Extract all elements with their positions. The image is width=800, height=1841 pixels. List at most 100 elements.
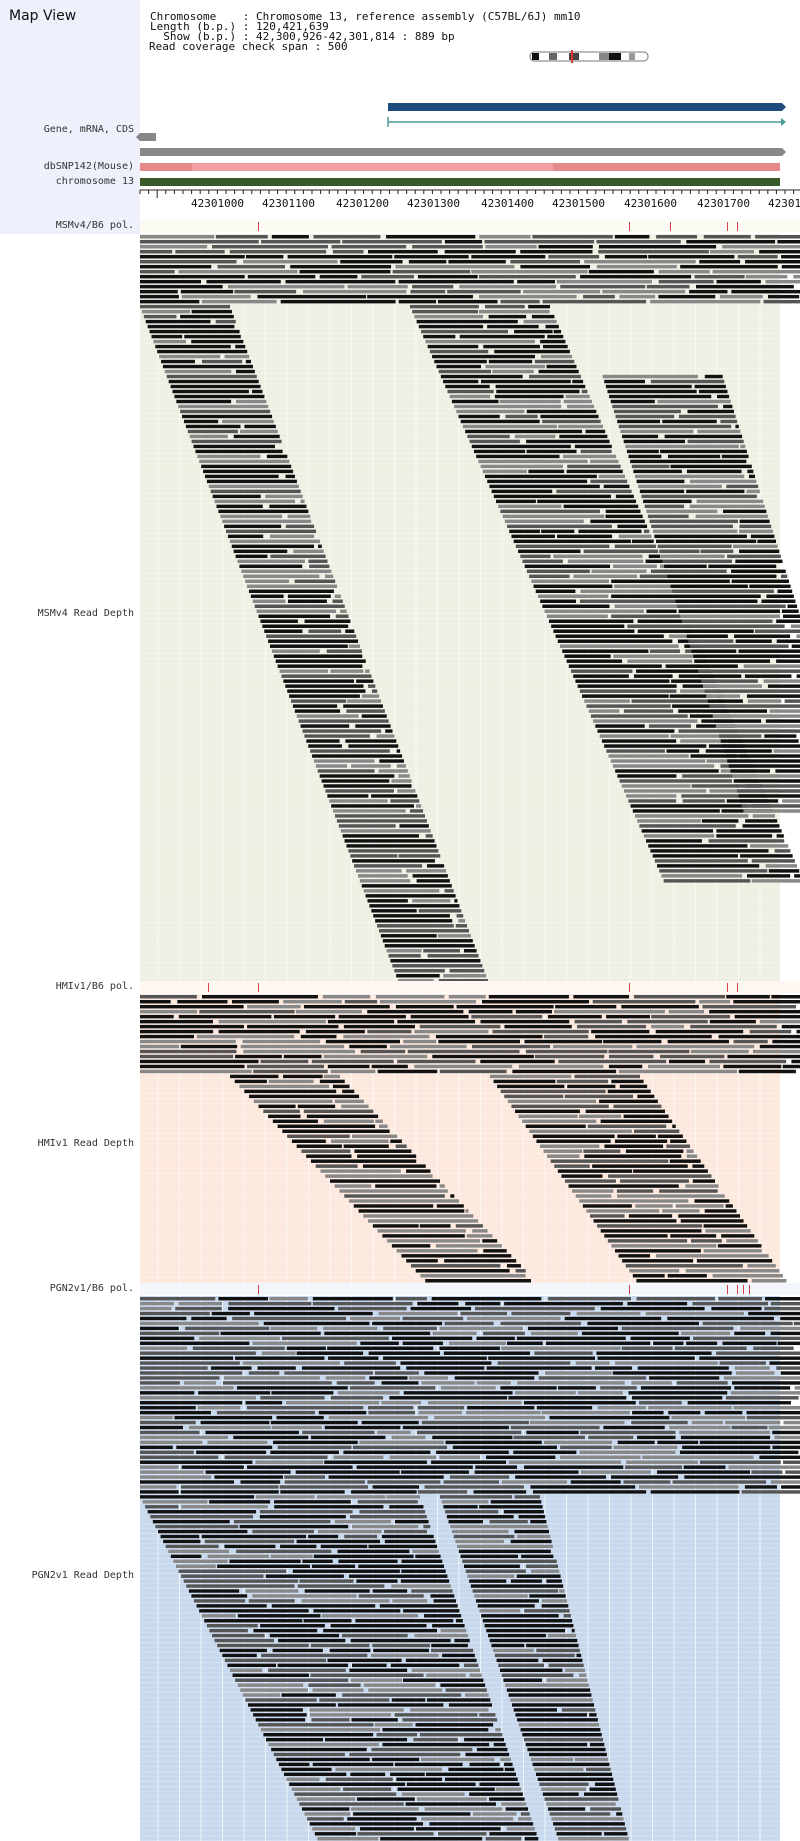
read-bar	[317, 1529, 382, 1534]
read-bar	[397, 1059, 476, 1064]
read-bar	[735, 1371, 775, 1375]
read-bar	[656, 539, 757, 544]
read-bar	[619, 779, 732, 783]
read-bar	[749, 584, 791, 589]
read-bar	[235, 1678, 349, 1682]
read-bar	[643, 529, 650, 534]
ruler-label: 42301000	[191, 197, 244, 210]
read-bar	[140, 1455, 219, 1459]
read-bar	[392, 1336, 473, 1341]
read-bar	[273, 1500, 351, 1504]
read-bar	[725, 1396, 799, 1400]
read-bar	[572, 1189, 614, 1193]
read-bar	[725, 754, 800, 758]
read-bar	[402, 1678, 484, 1682]
read-bar	[544, 1797, 619, 1801]
read-bar	[648, 254, 735, 259]
read-bar	[201, 1614, 236, 1618]
read-bar	[590, 459, 619, 464]
read-bar	[542, 419, 601, 424]
read-bar	[282, 1129, 390, 1134]
read-bar	[214, 1638, 274, 1643]
read-bar	[398, 279, 514, 284]
read-bar	[523, 289, 601, 294]
read-bar	[567, 1084, 616, 1089]
read-bar	[667, 1274, 707, 1278]
read-bar	[358, 1209, 465, 1213]
read-bar	[247, 1004, 301, 1009]
chromosome-ideogram[interactable]	[529, 50, 651, 64]
read-bar	[460, 1554, 519, 1559]
read-bar	[470, 1584, 564, 1588]
read-bar	[548, 1663, 584, 1668]
read-bar	[699, 674, 742, 678]
read-bar	[140, 1306, 172, 1311]
read-bar	[479, 1609, 521, 1613]
read-bar	[741, 804, 800, 808]
read-bar	[243, 1049, 356, 1054]
read-bar	[478, 459, 588, 464]
read-bar	[583, 549, 659, 554]
read-bar	[510, 1698, 593, 1702]
read-bar	[650, 849, 769, 853]
read-bar	[371, 794, 418, 798]
read-bar	[607, 1089, 651, 1094]
read-bar	[485, 304, 525, 309]
read-bar	[340, 609, 347, 613]
read-bar	[140, 264, 212, 269]
read-bar	[683, 624, 785, 628]
read-bar	[423, 334, 456, 339]
read-bar	[443, 379, 479, 384]
read-bar	[390, 799, 420, 803]
read-bar	[488, 1356, 595, 1360]
read-bar	[573, 674, 629, 678]
read-bar	[410, 1264, 501, 1268]
read-bar	[142, 1500, 208, 1504]
read-bar	[285, 684, 364, 688]
read-bar	[500, 1757, 511, 1762]
read-bar	[233, 549, 288, 554]
read-bar	[343, 1024, 415, 1029]
read-bar	[319, 1079, 345, 1084]
read-bar	[424, 1614, 462, 1618]
read-bar	[469, 1762, 500, 1767]
read-bar	[460, 419, 540, 424]
read-bar	[479, 294, 577, 299]
read-bar	[166, 374, 257, 379]
read-bar	[164, 369, 232, 374]
read-bar	[296, 1797, 356, 1801]
read-bar	[357, 1832, 434, 1836]
read-bar	[678, 729, 738, 733]
read-bar	[496, 1658, 539, 1663]
read-bar	[268, 1114, 301, 1119]
read-bar	[558, 1386, 596, 1390]
read-bar	[371, 689, 378, 693]
pgn-read-depth-panel[interactable]	[140, 1296, 800, 1841]
read-bar	[536, 1648, 580, 1653]
read-bar	[350, 1515, 427, 1519]
read-bar	[350, 1638, 451, 1643]
read-bar	[449, 1475, 510, 1479]
read-bar	[227, 284, 345, 289]
read-bar	[596, 1351, 712, 1355]
read-bar	[304, 619, 351, 623]
read-bar	[140, 274, 245, 279]
read-bar	[458, 1549, 551, 1554]
read-bar	[472, 1812, 517, 1816]
read-bar	[484, 239, 595, 244]
read-bar	[770, 1331, 800, 1336]
hmi-read-depth-panel[interactable]	[140, 994, 800, 1283]
read-bar	[680, 739, 726, 743]
read-bar	[377, 1229, 466, 1233]
read-bar	[705, 1229, 751, 1233]
read-bar	[252, 599, 286, 604]
msm-read-depth-panel[interactable]	[140, 234, 800, 983]
read-bar	[529, 374, 581, 379]
read-bar	[590, 479, 628, 484]
read-bar	[291, 1139, 326, 1143]
read-bar	[391, 1244, 431, 1248]
read-bar	[681, 1331, 731, 1336]
read-bar	[419, 1733, 503, 1737]
read-bar	[730, 769, 770, 773]
read-bar	[636, 1044, 755, 1049]
